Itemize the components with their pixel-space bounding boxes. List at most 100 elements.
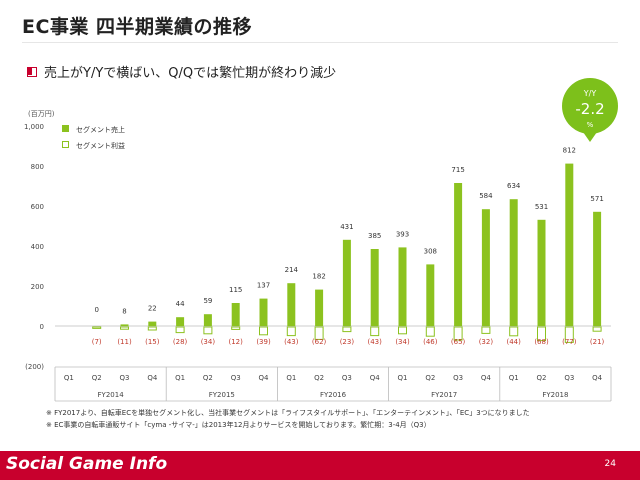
sales-bar <box>342 239 351 326</box>
footnotes: ※ FY2017より、自転車ECを単独セグメント化し、当社事業セグメントは「ライ… <box>46 407 530 431</box>
x-tick-label: Q3 <box>342 374 352 382</box>
x-tick-label: Q2 <box>92 374 102 382</box>
profit-data-label: (46) <box>423 338 438 346</box>
page-title: EC事業 四半期業績の推移 <box>22 16 253 38</box>
fiscal-year-label: FY2016 <box>320 391 347 399</box>
sales-data-label: 308 <box>424 247 437 255</box>
profit-bar <box>370 326 380 337</box>
sales-data-label: 22 <box>148 305 157 313</box>
profit-bar <box>398 326 407 335</box>
yoy-callout-value: -2.2 <box>575 100 604 118</box>
legend-label-sales: セグメント売上 <box>76 125 125 134</box>
x-tick-label: Q3 <box>231 374 241 382</box>
sales-data-label: 531 <box>535 203 548 211</box>
sales-bar <box>398 247 407 326</box>
profit-data-label: (65) <box>451 338 466 346</box>
profit-data-label: (77) <box>562 338 577 346</box>
x-tick-label: Q2 <box>425 374 435 382</box>
sales-bar <box>593 211 602 326</box>
yoy-callout-label: Y/Y <box>583 89 597 98</box>
profit-bar <box>286 326 296 337</box>
sales-data-label: 715 <box>451 166 464 174</box>
profit-data-label: (43) <box>284 338 299 346</box>
footer-bar: Social Game Info 24 <box>0 451 640 480</box>
sales-data-label: 182 <box>312 273 325 281</box>
x-tick-label: Q3 <box>120 374 130 382</box>
y-tick-label: 600 <box>31 203 44 211</box>
profit-bar <box>592 326 602 332</box>
x-tick-label: Q4 <box>481 374 492 382</box>
sales-data-label: 634 <box>507 182 521 190</box>
sales-bar <box>370 249 379 326</box>
y-tick-label: (200) <box>25 363 44 371</box>
sales-data-label: 115 <box>229 286 242 294</box>
profit-bar <box>453 326 463 341</box>
yoy-callout-unit: % <box>587 121 594 129</box>
y-tick-label: 0 <box>40 323 44 331</box>
profit-bar <box>203 326 213 335</box>
y-tick-label: 1,000 <box>24 123 44 131</box>
legend-swatch-profit <box>62 141 69 148</box>
sales-bar <box>565 163 574 326</box>
profit-data-label: (62) <box>312 338 327 346</box>
sales-data-label: 584 <box>479 192 493 200</box>
footnote-2: ※ EC事業の自転車通販サイト「cyma -サイマ-」は2013年12月よりサー… <box>46 421 431 429</box>
fiscal-year-label: FY2015 <box>209 391 235 399</box>
sales-data-label: 0 <box>94 306 98 314</box>
profit-bar <box>509 326 519 337</box>
profit-bar <box>259 326 268 336</box>
sales-bar <box>426 264 435 326</box>
sales-bar <box>120 324 129 326</box>
page-number: 24 <box>604 459 616 469</box>
subtitle: 売上がY/Yで横ばい、Q/Qでは繁忙期が終わり減少 <box>27 62 336 81</box>
title-divider <box>22 42 618 43</box>
y-axis-unit-label: (百万円) <box>28 110 55 118</box>
profit-data-label: (39) <box>256 338 271 346</box>
profit-data-label: (43) <box>368 338 383 346</box>
profit-data-label: (32) <box>479 338 494 346</box>
sales-data-label: 214 <box>285 266 299 274</box>
legend-label-profit: セグメント利益 <box>76 141 125 150</box>
sales-data-label: 59 <box>203 297 212 305</box>
profit-data-label: (28) <box>173 338 188 346</box>
profit-data-label: (7) <box>92 338 102 346</box>
sales-bar <box>481 209 490 326</box>
legend-swatch-sales <box>62 125 69 132</box>
profit-data-label: (11) <box>117 338 132 346</box>
x-tick-label: Q3 <box>453 374 463 382</box>
yoy-callout-pointer <box>583 132 597 142</box>
profit-bar <box>92 326 102 329</box>
x-tick-label: Q1 <box>175 374 185 382</box>
sales-bar <box>509 199 518 326</box>
sales-bar <box>287 283 296 326</box>
profit-bar <box>425 326 435 337</box>
x-tick-label: Q1 <box>64 374 74 382</box>
sales-bar <box>231 303 240 326</box>
profit-data-label: (21) <box>590 338 605 346</box>
sales-data-label: 431 <box>340 223 353 231</box>
profit-data-label: (68) <box>534 338 549 346</box>
profit-data-label: (23) <box>340 338 355 346</box>
fiscal-year-label: FY2018 <box>542 391 568 399</box>
sales-bar <box>454 183 463 326</box>
yoy-callout-bubble <box>562 78 618 134</box>
y-tick-label: 800 <box>31 163 44 171</box>
footnote-1: ※ FY2017より、自転車ECを単独セグメント化し、当社事業セグメントは「ライ… <box>46 409 530 417</box>
profit-data-label: (44) <box>507 338 522 346</box>
x-tick-label: Q4 <box>370 374 381 382</box>
sales-data-label: 571 <box>590 195 603 203</box>
profit-bar <box>231 326 241 330</box>
x-tick-label: Q2 <box>203 374 213 382</box>
sales-data-label: 137 <box>257 282 270 290</box>
sales-data-label: 393 <box>396 230 409 238</box>
y-tick-label: 400 <box>31 243 44 251</box>
profit-bar <box>147 326 157 331</box>
sales-data-label: 8 <box>122 307 126 315</box>
profit-bar <box>537 326 546 342</box>
x-tick-label: Q2 <box>314 374 324 382</box>
quarterly-chart: 1,000 800 600 400 200 0 (200) Q1 0 (7) Q2 8 (11) Q3 22… <box>24 78 618 402</box>
square-bullet-icon <box>27 66 37 77</box>
footer-logo: Social Game Info <box>6 454 168 474</box>
profit-bar <box>564 326 574 343</box>
profit-bar <box>120 326 129 330</box>
